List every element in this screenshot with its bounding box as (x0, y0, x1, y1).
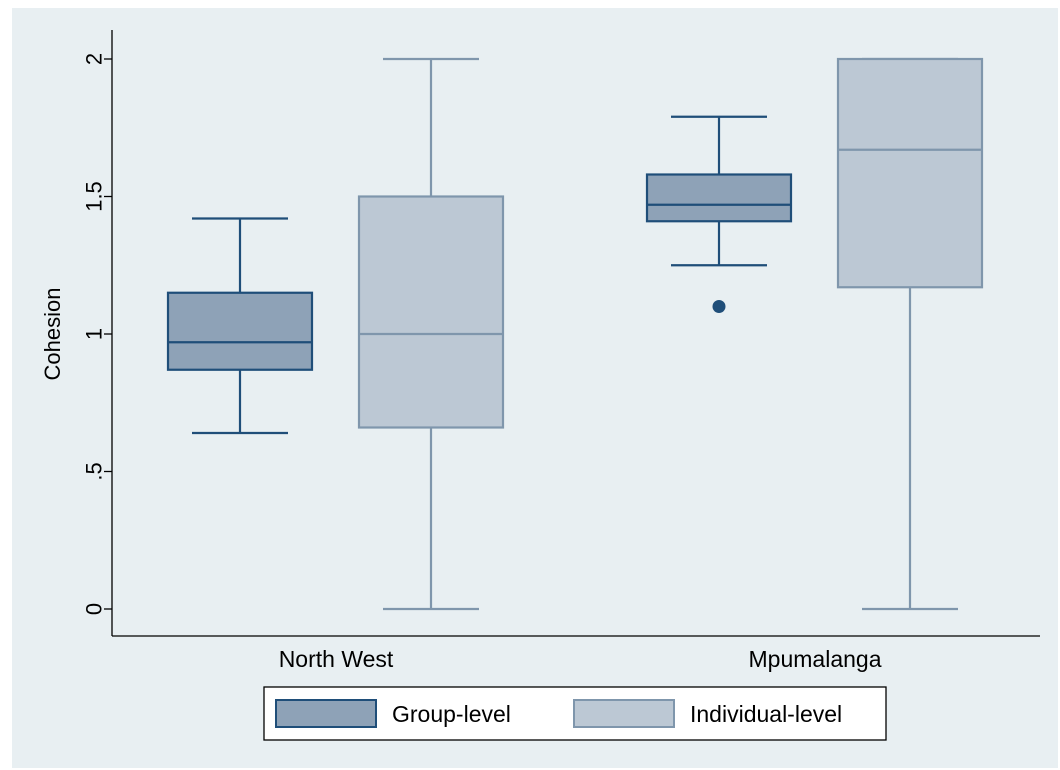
legend-key-individual (573, 699, 675, 728)
y-tick-label: 1 (82, 328, 107, 340)
iqr-box (166, 291, 314, 371)
axes: Cohesion 0 .5 1 1.5 2 North West Mpumalanga (40, 30, 1040, 672)
iqr-box (357, 195, 505, 429)
box-group-north-west (166, 217, 314, 435)
iqr-box (836, 57, 984, 289)
y-axis-title: Cohesion (40, 288, 65, 381)
legend-label-individual: Individual-level (690, 701, 842, 727)
y-tick-label: 0 (82, 603, 107, 615)
box-individual-north-west (357, 57, 505, 611)
x-category-label: North West (279, 646, 394, 672)
y-tick-label: 2 (82, 53, 107, 65)
outlier-point (712, 300, 726, 313)
plot-area (166, 57, 984, 611)
y-tick-label: .5 (82, 462, 107, 480)
box-group-mpumalanga (645, 115, 793, 313)
x-category-label: Mpumalanga (749, 646, 882, 672)
legend-label-group: Group-level (392, 701, 511, 727)
legend: Group-level Individual-level (263, 686, 887, 741)
iqr-box (645, 173, 793, 223)
y-tick-label: 1.5 (82, 181, 107, 212)
legend-key-group (275, 699, 377, 728)
box-individual-mpumalanga (836, 57, 984, 611)
